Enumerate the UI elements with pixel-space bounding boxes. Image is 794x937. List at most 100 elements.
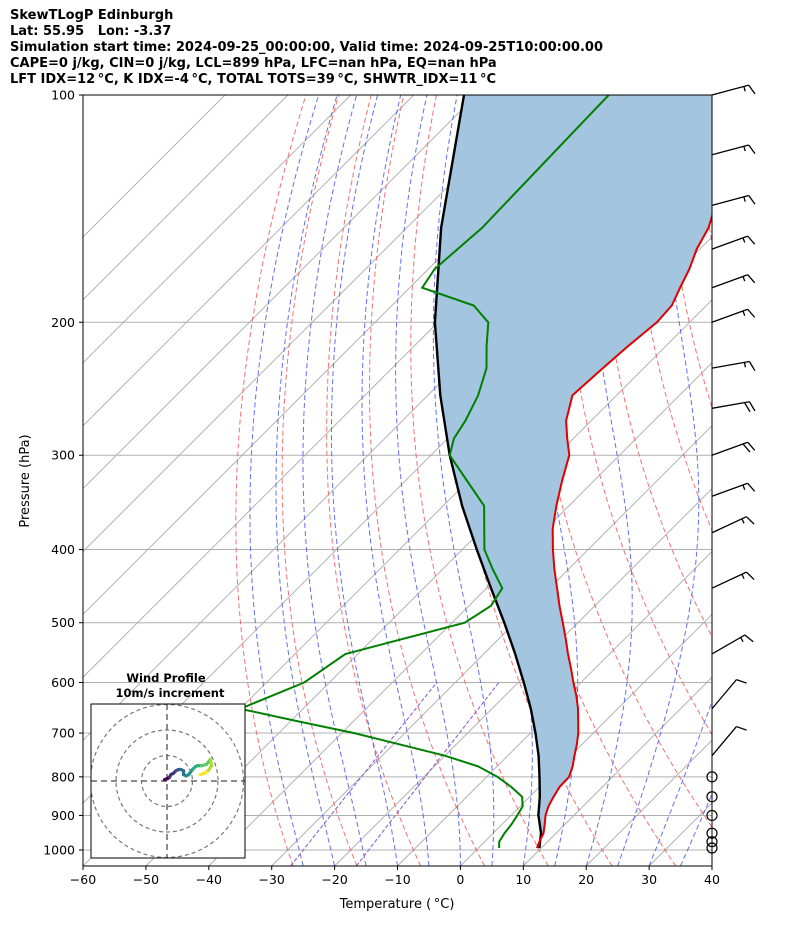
y-tick-label: 700	[51, 726, 75, 741]
sounding-traces	[236, 95, 712, 849]
wind-barb-half-flag	[740, 637, 744, 643]
wind-barb-flag	[745, 516, 755, 525]
moist-adiabat-line	[585, 95, 633, 866]
hodograph-frame	[90, 703, 246, 859]
wind-barb-flag	[747, 274, 756, 284]
isotherm-line	[83, 95, 352, 364]
dry-adiabat-line	[730, 95, 794, 866]
isotherm-line	[775, 95, 794, 866]
x-tick-label: −50	[133, 872, 159, 887]
wind-barb-flag	[748, 84, 756, 95]
wind-barb-flag	[748, 195, 756, 205]
hodograph-segment	[198, 771, 206, 777]
wind-barb-half-flag	[743, 146, 746, 152]
wind-barb-flag	[747, 308, 756, 318]
moist-adiabat-line	[361, 95, 430, 866]
wind-barb-staff	[711, 571, 747, 589]
wind-barb-staff	[711, 482, 748, 497]
dry-adiabat-line	[235, 95, 307, 866]
wind-barb-half-flag	[741, 518, 745, 524]
hodograph-inset: Wind Profile 10m/s increment	[90, 671, 246, 859]
wind-barb-staff	[711, 308, 748, 323]
y-tick-label: 600	[51, 675, 75, 690]
isotherm-line	[83, 95, 540, 553]
moist-adiabat-line	[330, 95, 398, 866]
y-tick-label: 300	[51, 448, 75, 463]
wind-barb-half-flag	[742, 276, 746, 282]
y-tick-label: 200	[51, 315, 75, 330]
wind-barb-flag	[743, 402, 751, 413]
wind-barb-flag	[748, 361, 756, 372]
parcel-profile-line	[433, 95, 543, 849]
wind-barb-half-flag	[742, 237, 746, 243]
temperature-line	[535, 213, 712, 849]
wind-barb-staff	[711, 194, 749, 206]
y-tick-label: 900	[51, 808, 75, 823]
x-tick-label: −10	[384, 872, 410, 887]
wind-barb-staff	[711, 401, 750, 409]
x-tick-label: −20	[321, 872, 347, 887]
moist-adiabat-line	[275, 95, 338, 866]
dry-adiabat-line	[281, 95, 358, 866]
x-tick-label: 0	[456, 872, 464, 887]
title-cape-line: CAPE=0 j/kg, CIN=0 j/kg, LCL=899 hPa, LF…	[10, 56, 497, 71]
wind-barb-flag	[736, 679, 747, 684]
chart-header: SkewTLogP Edinburgh Lat: 55.95 Lon: -3.3…	[10, 8, 603, 88]
dewpoint-line	[236, 95, 610, 849]
x-tick-label: −40	[196, 872, 222, 887]
title-latlon: Lat: 55.95 Lon: -3.37	[10, 24, 172, 39]
wind-barb-flag	[747, 235, 756, 245]
title-indices-line: LFT IDX=12 °C, K IDX=-4 °C, TOTAL TOTS=3…	[10, 72, 497, 87]
wind-barb-flag	[745, 571, 755, 581]
x-tick-label: 10	[515, 872, 531, 887]
x-tick-label: −60	[70, 872, 96, 887]
wind-barb-flag	[736, 725, 747, 731]
dry-adiabat-line	[562, 95, 712, 736]
wind-barb-staff	[711, 726, 737, 757]
wind-barb-staff	[711, 274, 748, 289]
mixing-ratio-line	[355, 682, 500, 866]
moist-adiabat-line	[744, 95, 794, 866]
x-tick-label: 20	[578, 872, 594, 887]
moist-adiabat-line	[711, 864, 712, 866]
moist-adiabat-line	[648, 699, 712, 866]
y-tick-label: 500	[51, 615, 75, 630]
isotherm-line	[397, 550, 712, 866]
y-tick-label: 1000	[43, 843, 75, 858]
wind-barb-half-flag	[742, 484, 746, 490]
wind-barb-staff	[711, 84, 749, 96]
x-tick-label: 30	[641, 872, 657, 887]
isotherm-line	[83, 95, 415, 427]
isotherm-line	[83, 95, 226, 238]
moist-adiabat-line	[432, 95, 495, 866]
wind-barbs	[706, 84, 756, 854]
wind-barb-staff	[711, 516, 747, 534]
moist-adiabat-line	[617, 95, 700, 866]
isotherm-line	[711, 865, 712, 866]
y-tick-label: 400	[51, 542, 75, 557]
y-axis-title: Pressure (hPa)	[18, 434, 33, 527]
wind-barb-flag	[748, 401, 756, 412]
wind-barb-staff	[711, 235, 748, 250]
wind-barb-staff	[711, 634, 746, 655]
cin-shading	[434, 95, 712, 848]
wind-barb-flag	[744, 634, 754, 643]
isotherm-line	[271, 425, 712, 866]
wind-barb-staff	[711, 144, 749, 156]
wind-barb-flag	[742, 443, 751, 453]
title-station: SkewTLogP Edinburgh	[10, 8, 174, 23]
isotherm-line	[522, 676, 712, 866]
wind-barb-flag	[747, 482, 756, 492]
y-tick-label: 800	[51, 769, 75, 784]
hodograph-subtitle: 10m/s increment	[116, 686, 225, 700]
wind-barb-half-flag	[743, 86, 746, 92]
moist-adiabat-line	[249, 95, 320, 866]
title-times: Simulation start time: 2024-09-25_00:00:…	[10, 40, 603, 55]
hodograph-title: Wind Profile	[126, 671, 206, 685]
isotherm-line	[334, 487, 712, 866]
y-tick-label: 100	[51, 88, 75, 103]
wind-barb-staff	[711, 441, 748, 456]
wind-barb-staff	[711, 679, 737, 710]
moist-adiabat-line	[680, 792, 712, 866]
